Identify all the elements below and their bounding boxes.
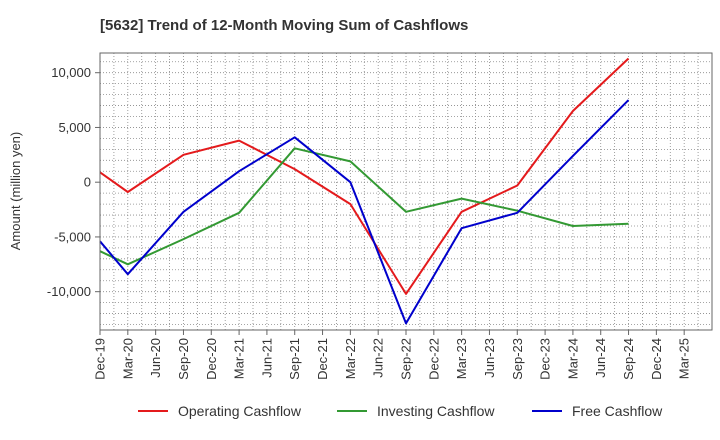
x-tick-label: Dec-21 <box>315 338 330 380</box>
x-tick-label: Jun-22 <box>371 338 386 378</box>
series-layer <box>99 57 630 325</box>
x-tick-label: Dec-24 <box>649 338 664 380</box>
y-tick-label: -5,000 <box>54 229 91 244</box>
grid <box>99 53 713 330</box>
x-tick-label: Dec-22 <box>426 338 441 380</box>
x-axis-ticks: Dec-19 Mar-20 Jun-20 Sep-20 Dec-20 Mar-21 Jun-… <box>93 330 692 380</box>
x-tick-label: Sep-23 <box>510 338 525 380</box>
x-tick-label: Sep-24 <box>621 338 636 380</box>
y-tick-label: 10,000 <box>51 65 91 80</box>
x-tick-label: Jun-20 <box>148 338 163 378</box>
legend-label: Free Cashflow <box>572 403 663 419</box>
series-line-investing-cashflow <box>99 147 629 266</box>
series-line-operating-cashflow <box>99 57 630 295</box>
x-tick-label: Sep-22 <box>399 338 414 380</box>
y-tick-label: 5,000 <box>58 120 91 135</box>
y-tick-label: 0 <box>84 175 91 190</box>
y-tick-label: -10,000 <box>47 284 91 299</box>
x-tick-label: Dec-20 <box>204 338 219 380</box>
y-axis-ticks: -10,000 -5,000 0 5,000 10,000 <box>47 65 100 299</box>
series-line-free-cashflow <box>99 99 630 325</box>
x-tick-label: Mar-20 <box>120 338 135 379</box>
x-tick-label: Mar-25 <box>677 338 692 379</box>
legend-label: Operating Cashflow <box>178 403 302 419</box>
x-tick-label: Sep-20 <box>176 338 191 380</box>
x-tick-label: Dec-23 <box>538 338 553 380</box>
legend-label: Investing Cashflow <box>377 403 495 419</box>
x-tick-label: Sep-21 <box>287 338 302 380</box>
x-tick-label: Mar-23 <box>454 338 469 379</box>
x-tick-label: Dec-19 <box>93 338 108 380</box>
chart-title: [5632] Trend of 12-Month Moving Sum of C… <box>100 17 468 34</box>
x-tick-label: Jun-23 <box>482 338 497 378</box>
y-axis-label: Amount (million yen) <box>8 132 23 251</box>
x-tick-label: Jun-21 <box>259 338 274 378</box>
x-tick-label: Mar-22 <box>343 338 358 379</box>
legend: Operating Cashflow Investing Cashflow Free… <box>138 403 663 419</box>
x-tick-label: Mar-24 <box>565 338 580 379</box>
x-tick-label: Jun-24 <box>593 338 608 378</box>
x-tick-label: Mar-21 <box>232 338 247 379</box>
